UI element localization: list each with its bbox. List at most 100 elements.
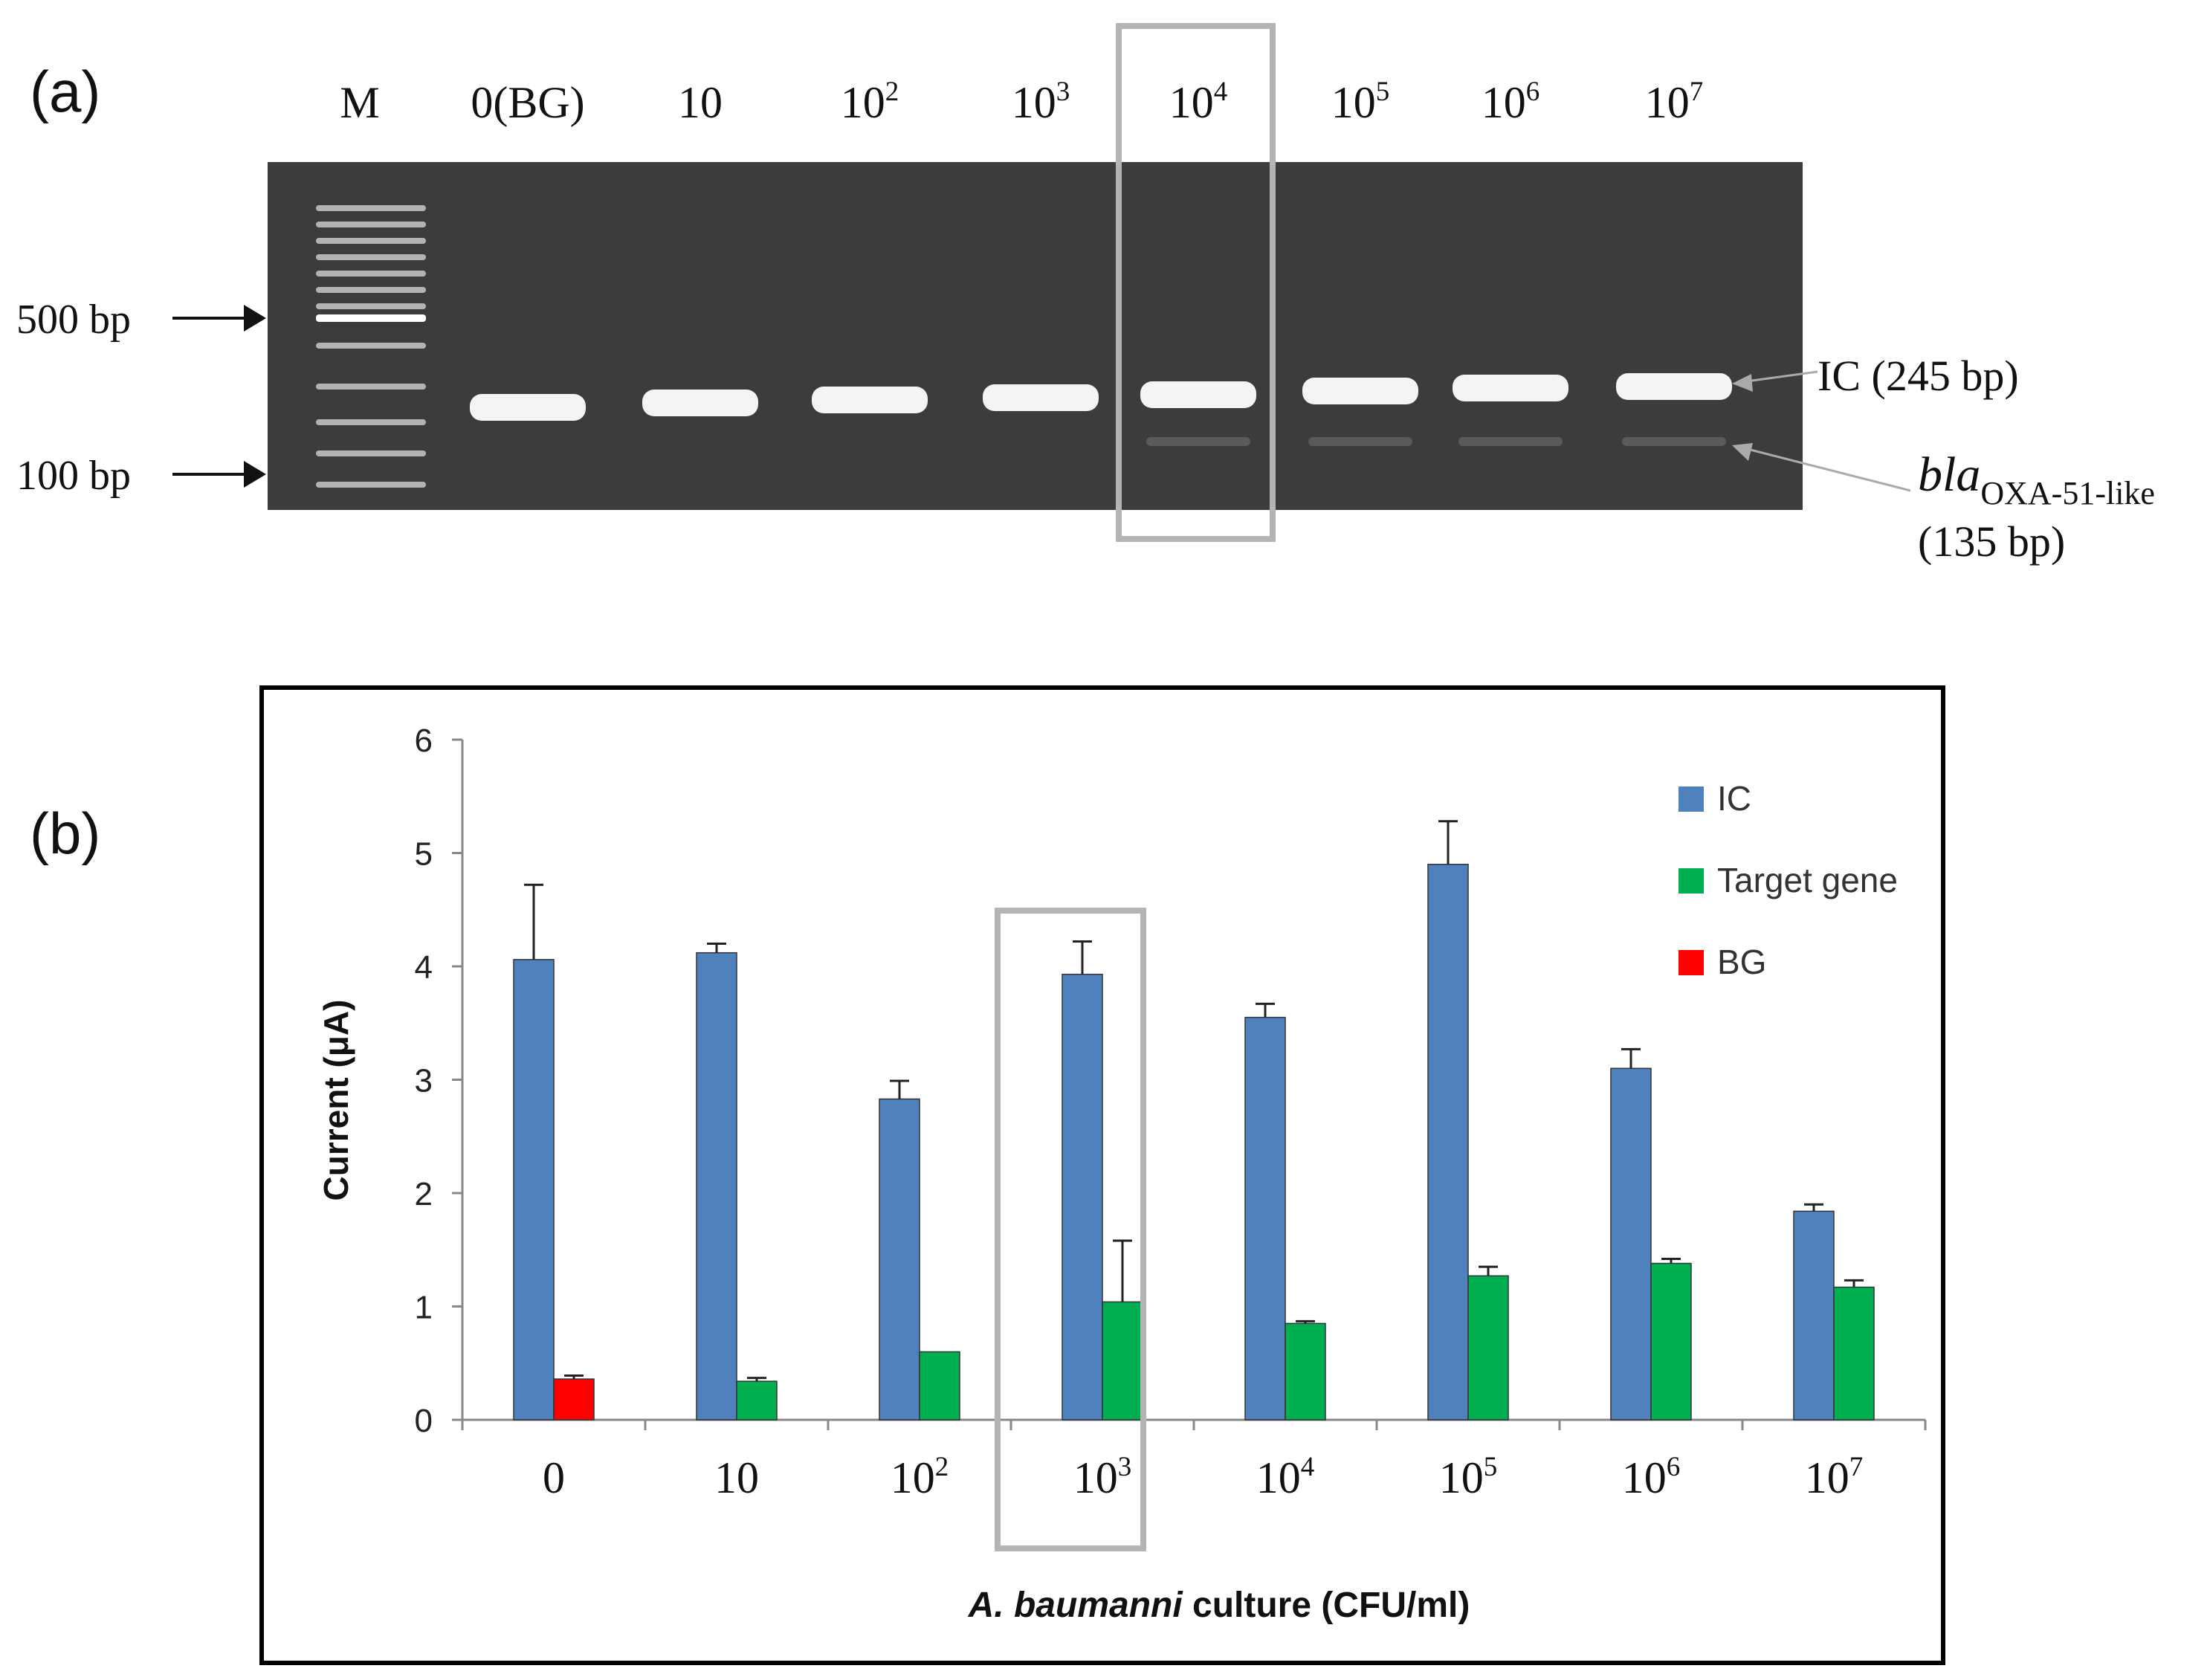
lane-label-0: M bbox=[340, 78, 379, 127]
x-axis-label-organism: A. baumanni bbox=[968, 1586, 1184, 1625]
ladder-band bbox=[316, 271, 426, 277]
gel-bands bbox=[470, 373, 1732, 446]
x-tick-label-2-exponent: 2 bbox=[935, 1452, 949, 1482]
ic-band bbox=[1453, 375, 1568, 401]
lane-label-4: 103 bbox=[1012, 77, 1070, 127]
ladder-band bbox=[316, 384, 426, 390]
x-tick-label-7: 107 bbox=[1805, 1452, 1864, 1502]
x-axis-label-unit: culture (CFU/ml) bbox=[1183, 1586, 1470, 1625]
ladder-band bbox=[316, 314, 426, 322]
chart-legend: IC Target gene BG bbox=[1678, 779, 1898, 981]
chart-frame bbox=[259, 685, 1945, 1665]
bar-ic bbox=[513, 959, 555, 1421]
size-marker-100: 100 bp bbox=[16, 453, 266, 499]
bar-target-gene bbox=[1467, 1275, 1509, 1421]
target-band bbox=[1308, 437, 1412, 446]
ladder-band bbox=[316, 222, 426, 227]
bar-target-gene bbox=[1102, 1301, 1143, 1421]
ladder-band bbox=[316, 205, 426, 211]
legend-label-target-gene: Target gene bbox=[1717, 861, 1898, 899]
bar-target-gene bbox=[919, 1351, 960, 1421]
bar-target-gene bbox=[1833, 1286, 1875, 1421]
size-marker-500-label: 500 bp bbox=[16, 297, 131, 343]
x-tick-label-5: 105 bbox=[1439, 1452, 1498, 1502]
x-tick-label-3-exponent: 3 bbox=[1118, 1452, 1132, 1482]
x-tick-label-4-exponent: 4 bbox=[1301, 1452, 1315, 1482]
y-tick-label: 1 bbox=[415, 1290, 433, 1326]
bar-ic bbox=[1427, 864, 1469, 1421]
lane-label-7-exponent: 6 bbox=[1526, 77, 1540, 107]
lane-label-5-exponent: 4 bbox=[1214, 77, 1228, 107]
lane-label-3-base: 10 bbox=[841, 78, 885, 127]
highlight-box-lane-10e4 bbox=[1116, 23, 1276, 542]
legend-label-bg: BG bbox=[1717, 943, 1766, 981]
target-band bbox=[1146, 437, 1250, 446]
x-tick-label-0-base: 0 bbox=[543, 1453, 565, 1502]
x-tick-label-6-base: 10 bbox=[1622, 1453, 1667, 1502]
bar-target-gene bbox=[1650, 1262, 1692, 1421]
ladder-band bbox=[316, 343, 426, 349]
arrowhead-icon bbox=[244, 461, 266, 488]
highlight-box-category-10e3 bbox=[995, 908, 1146, 1551]
ladder-band bbox=[316, 419, 426, 425]
target-band bbox=[1622, 437, 1726, 446]
x-tick-label-6-exponent: 6 bbox=[1667, 1452, 1681, 1482]
y-axis-label: Current (μA) bbox=[317, 1000, 355, 1201]
bar-ic bbox=[696, 952, 737, 1421]
lane-label-2-base: 10 bbox=[678, 78, 723, 127]
x-tick-label-0: 0 bbox=[543, 1453, 565, 1502]
x-tick-label-2-base: 10 bbox=[891, 1453, 935, 1502]
lane-label-0-base: M bbox=[340, 78, 379, 127]
chart-axes: 0 1 2 3 4 5 6 bbox=[415, 723, 1927, 1439]
chart-bars bbox=[513, 820, 1875, 1421]
x-tick-label-4: 104 bbox=[1256, 1452, 1315, 1502]
ladder-band bbox=[316, 450, 426, 456]
ic-band bbox=[1302, 378, 1418, 404]
x-tick-label-5-exponent: 5 bbox=[1484, 1452, 1498, 1482]
panel-a-label: (a) bbox=[30, 59, 100, 124]
target-gene-name: bla bbox=[1918, 448, 1980, 502]
lane-label-8-base: 10 bbox=[1645, 78, 1690, 127]
legend-label-ic: IC bbox=[1717, 779, 1751, 818]
bar-ic bbox=[1793, 1210, 1835, 1421]
lane-label-7-base: 10 bbox=[1482, 78, 1526, 127]
bar-ic bbox=[1610, 1067, 1652, 1421]
lane-label-3: 102 bbox=[841, 77, 899, 127]
panel-a-gel-figure: (a) M 0(BG) 10 102 103 104 105 106 107 500 bp 10… bbox=[16, 23, 2155, 566]
x-tick-label-1-base: 10 bbox=[714, 1453, 759, 1502]
lane-label-3-exponent: 2 bbox=[885, 77, 899, 107]
y-tick-label: 4 bbox=[415, 949, 433, 986]
bar-ic bbox=[879, 1098, 920, 1421]
lane-label-5: 104 bbox=[1169, 77, 1228, 127]
lane-label-6-base: 10 bbox=[1331, 78, 1376, 127]
y-tick-label: 3 bbox=[415, 1063, 433, 1099]
ladder-band bbox=[316, 287, 426, 293]
target-band-label: blaOXA-51-like bbox=[1918, 448, 2155, 511]
y-tick-label: 2 bbox=[415, 1176, 433, 1212]
bar-ic bbox=[1062, 973, 1103, 1421]
panel-b-label: (b) bbox=[30, 801, 100, 866]
legend-swatch-ic bbox=[1678, 786, 1704, 812]
ladder-band bbox=[316, 254, 426, 260]
ladder-band bbox=[316, 238, 426, 244]
lane-label-7: 106 bbox=[1482, 77, 1540, 127]
x-axis-label: A. baumanni culture (CFU/ml) bbox=[968, 1586, 1470, 1625]
ic-band-label: IC (245 bp) bbox=[1818, 352, 2019, 400]
lane-label-4-exponent: 3 bbox=[1056, 77, 1070, 107]
legend-swatch-bg bbox=[1678, 950, 1704, 975]
lane-label-1: 0(BG) bbox=[471, 78, 584, 127]
x-tick-label-3: 103 bbox=[1073, 1452, 1132, 1502]
dna-ladder bbox=[316, 205, 426, 488]
bar-ic bbox=[1244, 1016, 1286, 1421]
ladder-band bbox=[316, 482, 426, 488]
lane-label-8: 107 bbox=[1645, 77, 1704, 127]
x-tick-label-2: 102 bbox=[891, 1452, 949, 1502]
ic-band bbox=[1616, 373, 1732, 400]
target-pointer-line bbox=[1735, 445, 1911, 492]
size-marker-500: 500 bp bbox=[16, 297, 266, 343]
lane-labels: M 0(BG) 10 102 103 104 105 106 107 bbox=[340, 77, 1703, 127]
ic-band bbox=[983, 384, 1099, 411]
x-tick-label-1: 10 bbox=[714, 1453, 759, 1502]
lane-label-1-base: 0(BG) bbox=[471, 78, 584, 127]
